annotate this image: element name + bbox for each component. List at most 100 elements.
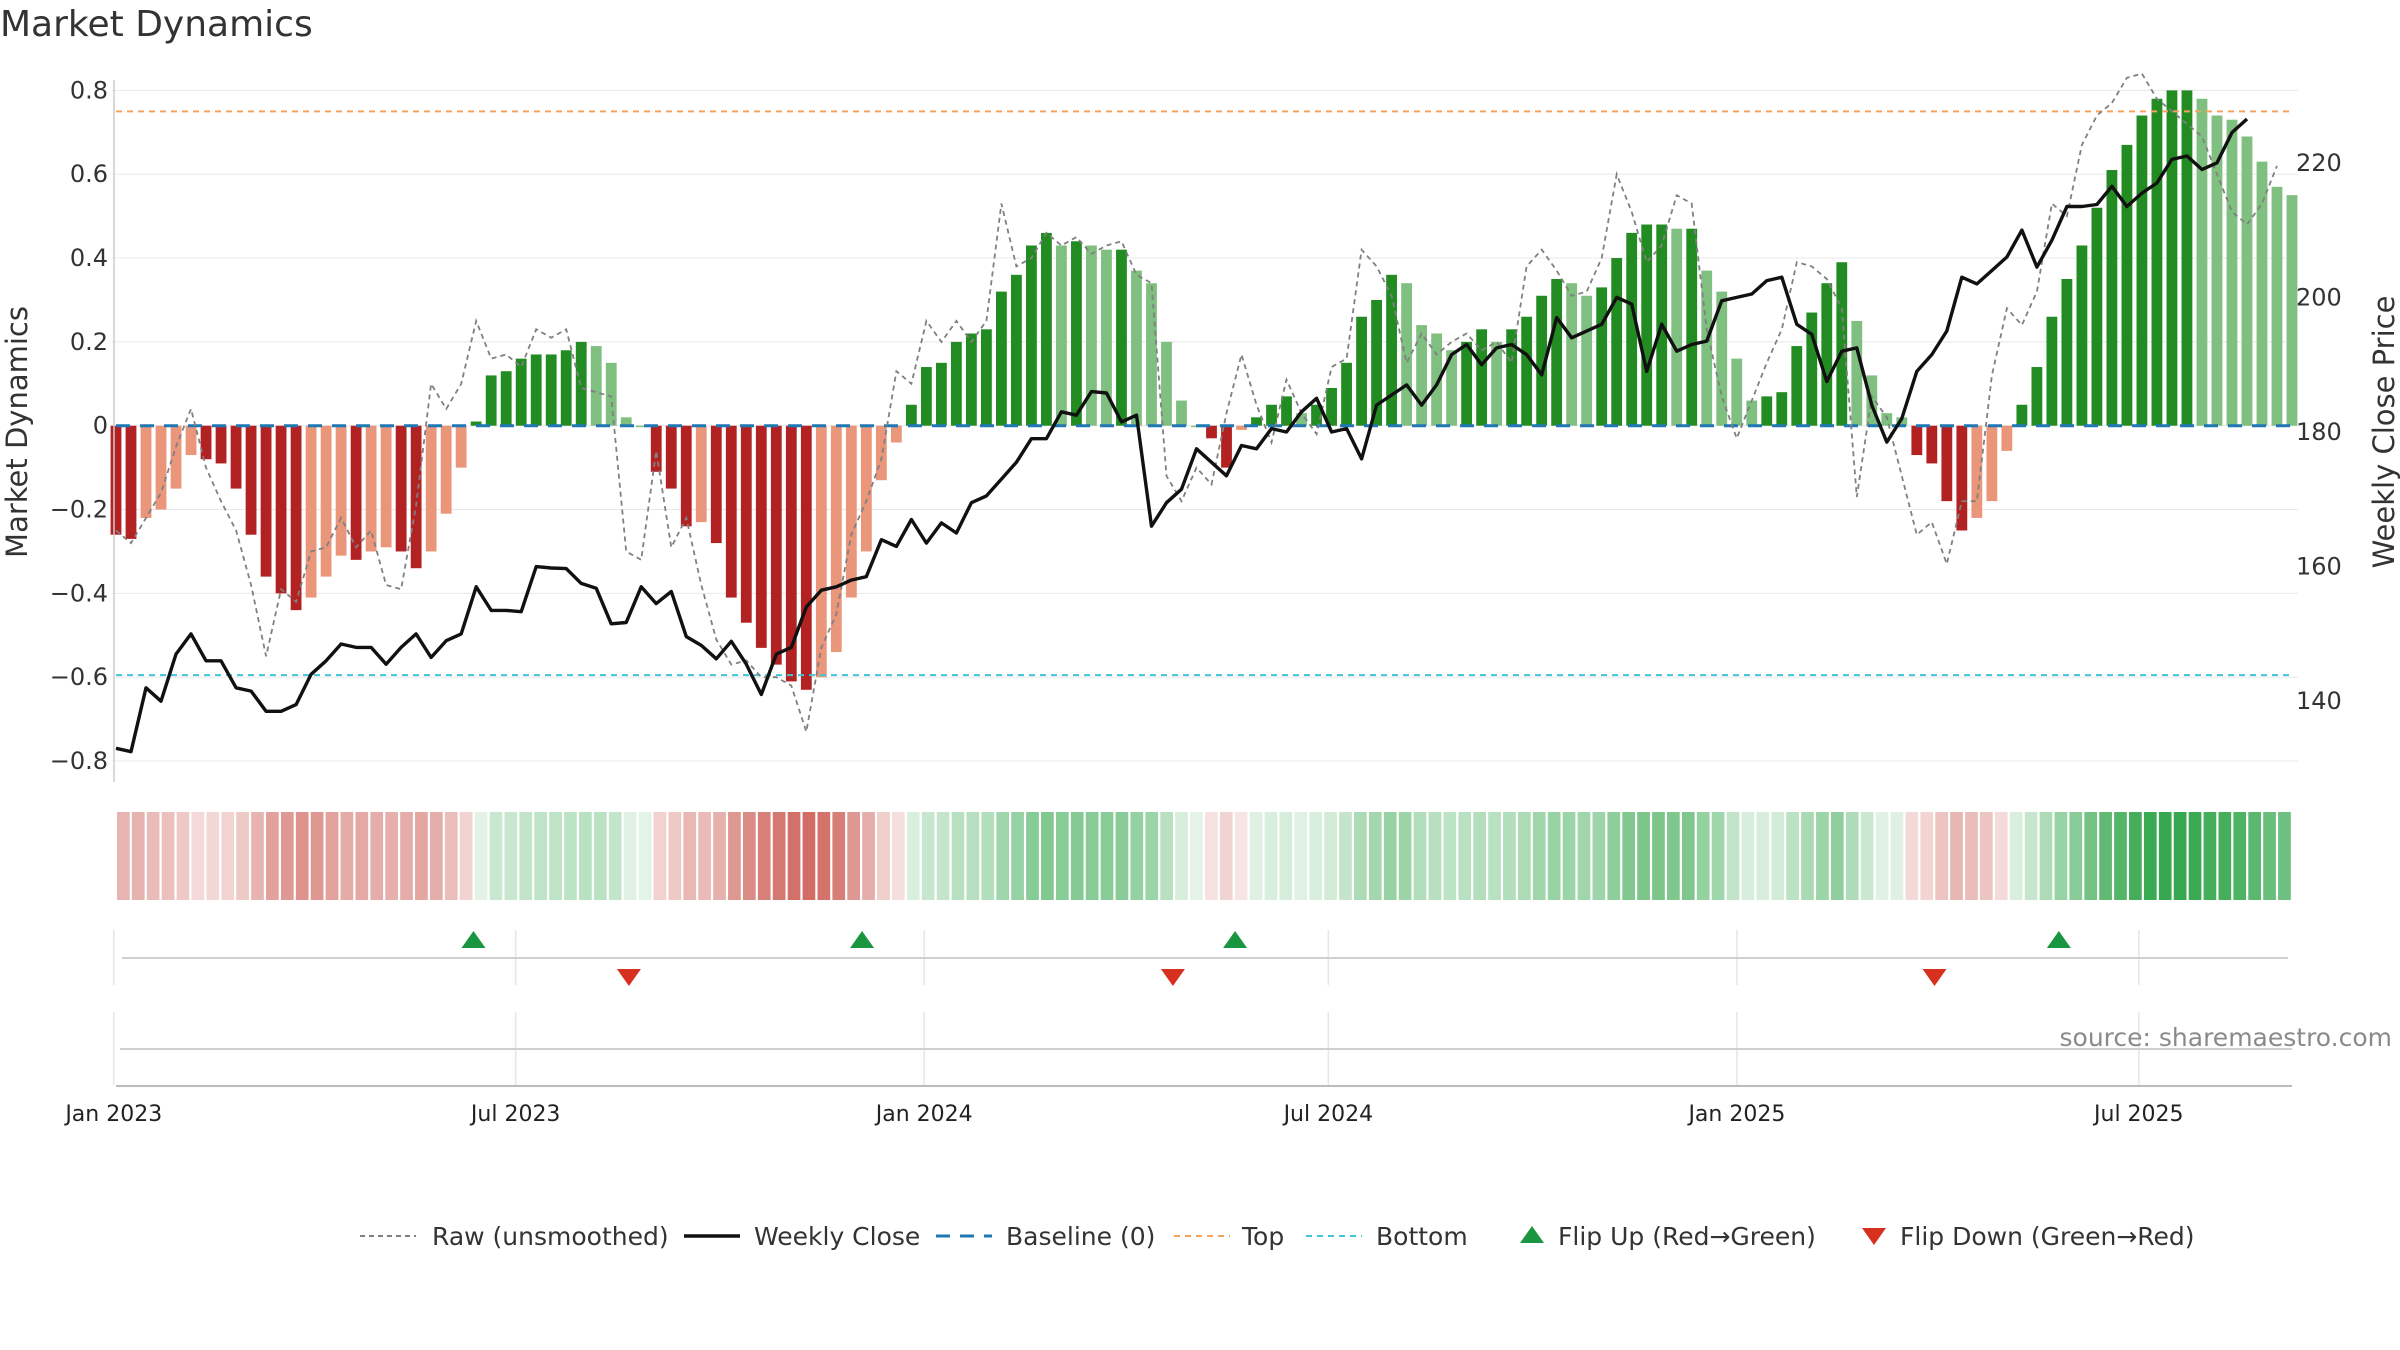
dynamics-bar bbox=[2031, 367, 2043, 426]
strip-cell bbox=[429, 812, 443, 900]
dynamics-bar bbox=[1101, 249, 1112, 426]
dynamics-bar bbox=[2181, 90, 2193, 426]
weekly-close-line bbox=[115, 117, 2249, 754]
heat-strip bbox=[117, 812, 2291, 900]
strip-cell bbox=[549, 812, 562, 900]
strip-cell bbox=[444, 812, 458, 900]
y-tick-left: −0.6 bbox=[50, 663, 108, 691]
strip-cell bbox=[757, 812, 771, 900]
strip-cell bbox=[1413, 812, 1427, 900]
flip-down-marker bbox=[616, 969, 641, 986]
strip-cell bbox=[787, 812, 801, 900]
strip-cell bbox=[1160, 812, 1173, 900]
dynamics-bar bbox=[515, 358, 527, 426]
strip-cell bbox=[698, 812, 711, 900]
dynamics-bar bbox=[695, 425, 707, 523]
strip-cell bbox=[1085, 812, 1099, 900]
y-tick-right: 180 bbox=[2296, 418, 2342, 446]
strip-cell bbox=[534, 812, 548, 900]
strip-cell bbox=[1517, 812, 1531, 900]
dynamics-bar bbox=[1446, 350, 1458, 426]
strip-cell bbox=[1309, 812, 1323, 900]
strip-cell bbox=[742, 812, 756, 900]
dynamics-bar bbox=[1146, 283, 1157, 426]
dynamics-bar bbox=[2256, 161, 2268, 426]
strip-cell bbox=[1741, 812, 1755, 900]
strip-cell bbox=[1070, 812, 1084, 900]
dynamics-bar bbox=[725, 425, 737, 598]
dynamics-bar bbox=[2121, 144, 2133, 426]
dynamics-bar bbox=[845, 425, 857, 598]
strip-cell bbox=[1801, 812, 1814, 900]
flip-markers-panel bbox=[113, 930, 2292, 1087]
dynamics-bar bbox=[1641, 224, 1653, 426]
strip-cell bbox=[489, 812, 503, 900]
strip-cell bbox=[1503, 812, 1516, 900]
strip-cell bbox=[847, 812, 861, 900]
dynamics-bar bbox=[1701, 270, 1713, 426]
strip-cell bbox=[1294, 812, 1308, 900]
dynamics-bar bbox=[1071, 241, 1082, 426]
strip-cell bbox=[1234, 812, 1248, 900]
strip-cell bbox=[146, 812, 160, 900]
strip-cell bbox=[1026, 812, 1039, 900]
strip-cell bbox=[1771, 812, 1785, 900]
strip-cell bbox=[1875, 812, 1889, 900]
dynamics-bar bbox=[1326, 387, 1337, 426]
dynamics-bar bbox=[425, 425, 437, 552]
strip-cell bbox=[1383, 812, 1397, 900]
dynamics-bar bbox=[1596, 287, 1608, 426]
strip-cell bbox=[996, 812, 1010, 900]
legend-swatch-flip-up bbox=[1520, 1226, 1544, 1243]
dynamics-bar bbox=[920, 367, 932, 426]
dynamics-bar bbox=[1671, 228, 1683, 426]
dynamics-bar bbox=[996, 291, 1007, 426]
dynamics-bar bbox=[1971, 425, 1983, 518]
strip-cell bbox=[1667, 812, 1680, 900]
dynamics-bar bbox=[2106, 170, 2118, 426]
dynamics-bar bbox=[275, 425, 287, 594]
dynamics-bar bbox=[1176, 400, 1187, 426]
y-axis-title-left: Market Dynamics bbox=[0, 306, 34, 558]
strip-cell bbox=[728, 812, 741, 900]
dynamics-bar bbox=[1161, 341, 1172, 426]
dynamics-bar bbox=[230, 425, 242, 489]
strip-cell bbox=[1965, 812, 1978, 900]
strip-cell bbox=[1652, 812, 1665, 900]
dynamics-bar bbox=[305, 425, 317, 598]
strip-cell bbox=[1726, 812, 1740, 900]
dynamics-bar bbox=[770, 425, 782, 665]
dynamics-bar bbox=[1986, 425, 1998, 502]
reference-lines bbox=[116, 110, 2292, 677]
dynamics-bar bbox=[1251, 417, 1262, 426]
dynamics-bar bbox=[1356, 316, 1367, 426]
strip-cell bbox=[1577, 812, 1591, 900]
dynamics-bar bbox=[1086, 245, 1097, 426]
x-tick-label: Jul 2023 bbox=[469, 1102, 561, 1127]
dynamics-bar bbox=[860, 425, 872, 552]
dynamics-bar bbox=[365, 425, 377, 552]
dynamics-bar bbox=[980, 329, 992, 426]
strip-cell bbox=[280, 812, 294, 900]
strip-cell bbox=[325, 812, 339, 900]
strip-cell bbox=[593, 812, 607, 900]
strip-cell bbox=[1547, 812, 1561, 900]
strip-cell bbox=[2173, 812, 2187, 900]
dynamics-bar bbox=[1341, 362, 1352, 426]
strip-cell bbox=[2084, 812, 2098, 900]
dynamics-bar bbox=[470, 421, 482, 426]
strip-cell bbox=[1860, 812, 1874, 900]
strip-cell bbox=[564, 812, 577, 900]
dynamics-bar bbox=[1491, 341, 1503, 426]
strip-cell bbox=[1488, 812, 1501, 900]
dynamics-bar bbox=[2136, 115, 2148, 426]
strip-cell bbox=[802, 812, 816, 900]
legend-label: Raw (unsmoothed) bbox=[432, 1222, 669, 1251]
strip-cell bbox=[1354, 812, 1367, 900]
dynamics-bar bbox=[2151, 98, 2163, 426]
strip-cell bbox=[2143, 812, 2157, 900]
strip-cell bbox=[1607, 812, 1621, 900]
strip-cell bbox=[2054, 812, 2068, 900]
dynamics-bar bbox=[260, 425, 272, 577]
